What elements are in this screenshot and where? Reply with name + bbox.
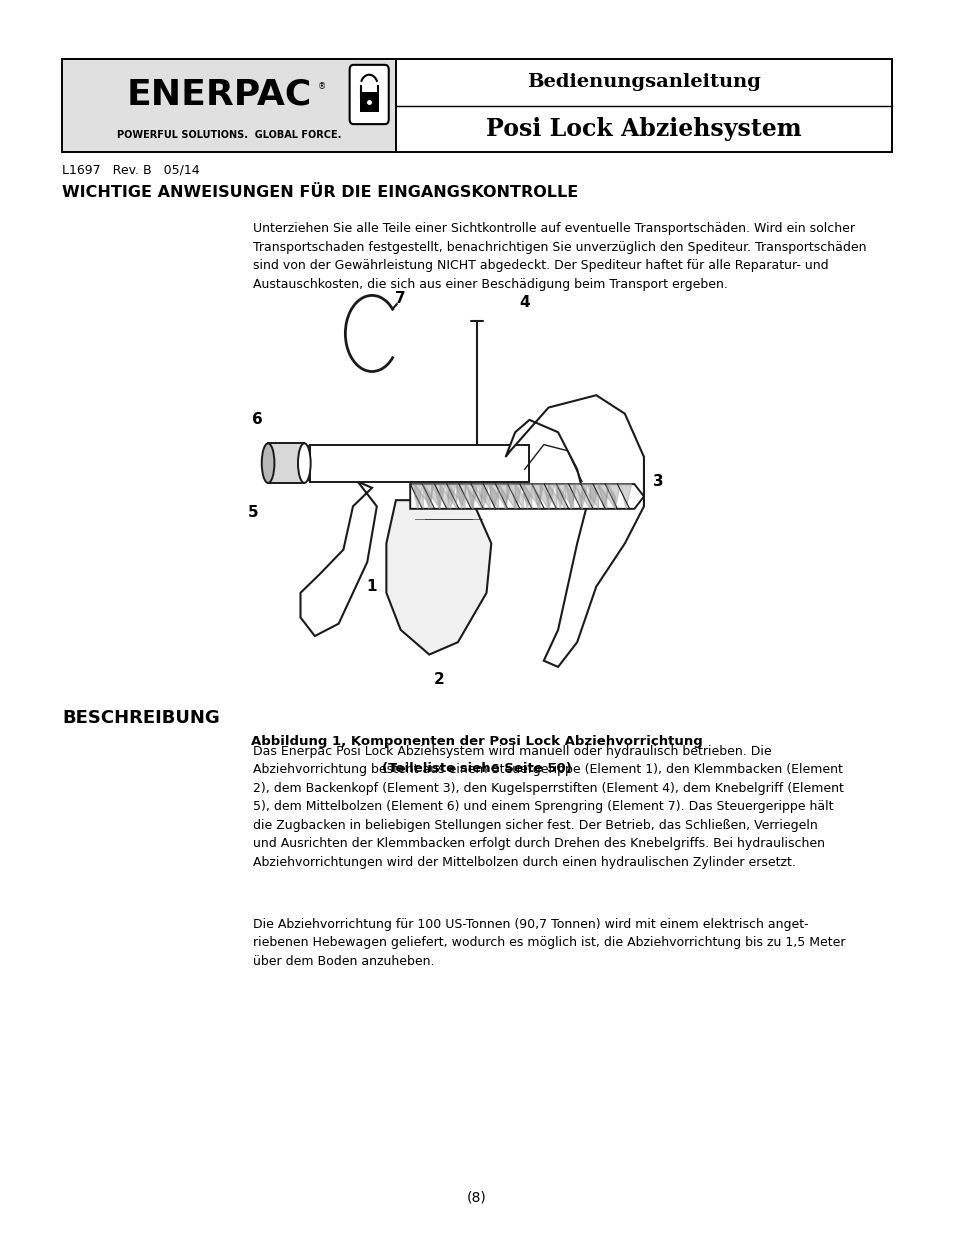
Text: Abbildung 1, Komponenten der Posi Lock Abziehvorrichtung: Abbildung 1, Komponenten der Posi Lock A… (251, 735, 702, 748)
Polygon shape (521, 484, 532, 509)
Polygon shape (439, 484, 448, 509)
Polygon shape (531, 484, 539, 509)
Polygon shape (620, 484, 631, 509)
Polygon shape (532, 484, 543, 509)
Polygon shape (490, 484, 498, 509)
Bar (62, 59, 395, 152)
Polygon shape (448, 484, 456, 509)
Polygon shape (539, 484, 548, 509)
Polygon shape (587, 484, 598, 509)
Polygon shape (456, 484, 464, 509)
Polygon shape (598, 484, 609, 509)
Polygon shape (557, 484, 564, 509)
Polygon shape (511, 484, 521, 509)
Text: 7: 7 (395, 291, 406, 306)
Polygon shape (548, 484, 557, 509)
Text: Posi Lock Abziehsystem: Posi Lock Abziehsystem (486, 117, 801, 141)
Bar (395, 59, 891, 152)
Text: ENERPAC: ENERPAC (127, 78, 312, 111)
Text: ®: ® (317, 83, 326, 91)
Text: 1: 1 (366, 579, 377, 594)
Polygon shape (410, 484, 643, 509)
Ellipse shape (261, 443, 274, 483)
Polygon shape (464, 484, 473, 509)
Polygon shape (488, 484, 499, 509)
Text: 2: 2 (433, 672, 444, 687)
Text: 6: 6 (252, 412, 263, 427)
Polygon shape (423, 484, 431, 509)
Polygon shape (598, 484, 606, 509)
Polygon shape (506, 484, 515, 509)
Text: Bedienungsanleitung: Bedienungsanleitung (526, 73, 760, 91)
Polygon shape (565, 484, 576, 509)
Polygon shape (431, 484, 439, 509)
Polygon shape (412, 484, 422, 509)
Polygon shape (456, 484, 467, 509)
Text: BESCHREIBUNG: BESCHREIBUNG (62, 709, 219, 727)
Polygon shape (581, 484, 590, 509)
Text: Das Enerpac Posi Lock Abziehsystem wird manuell oder hydraulisch betrieben. Die
: Das Enerpac Posi Lock Abziehsystem wird … (253, 745, 842, 868)
Polygon shape (590, 484, 598, 509)
Text: 4: 4 (518, 295, 530, 310)
Polygon shape (477, 484, 488, 509)
Polygon shape (434, 484, 444, 509)
Text: L1697   Rev. B   05/14: L1697 Rev. B 05/14 (62, 163, 199, 177)
Polygon shape (609, 484, 619, 509)
FancyBboxPatch shape (349, 65, 388, 125)
Polygon shape (573, 484, 581, 509)
Polygon shape (467, 484, 477, 509)
Polygon shape (523, 484, 532, 509)
Polygon shape (422, 484, 434, 509)
Polygon shape (515, 484, 523, 509)
Polygon shape (415, 484, 423, 509)
Polygon shape (543, 484, 555, 509)
Text: 3: 3 (652, 474, 663, 489)
Polygon shape (499, 484, 511, 509)
Text: (8): (8) (467, 1191, 486, 1205)
Polygon shape (606, 484, 615, 509)
Polygon shape (310, 445, 529, 482)
Ellipse shape (297, 443, 311, 483)
Bar (359, 93, 378, 112)
Text: 5: 5 (247, 505, 258, 520)
Polygon shape (473, 484, 481, 509)
Polygon shape (268, 443, 304, 483)
Polygon shape (386, 500, 491, 655)
Text: WICHTIGE ANWEISUNGEN FÜR DIE EINGANGSKONTROLLE: WICHTIGE ANWEISUNGEN FÜR DIE EINGANGSKON… (62, 185, 578, 200)
Polygon shape (481, 484, 490, 509)
Text: Unterziehen Sie alle Teile einer Sichtkontrolle auf eventuelle Transportschäden.: Unterziehen Sie alle Teile einer Sichtko… (253, 222, 865, 290)
Polygon shape (300, 482, 376, 636)
Text: Die Abziehvorrichtung für 100 US-Tonnen (90,7 Tonnen) wird mit einem elektrisch : Die Abziehvorrichtung für 100 US-Tonnen … (253, 918, 844, 967)
Polygon shape (555, 484, 565, 509)
Polygon shape (497, 484, 506, 509)
Polygon shape (505, 395, 643, 667)
Text: (Teileliste siehe Seite 50): (Teileliste siehe Seite 50) (381, 762, 572, 776)
Polygon shape (444, 484, 456, 509)
Polygon shape (576, 484, 587, 509)
Text: POWERFUL SOLUTIONS.  GLOBAL FORCE.: POWERFUL SOLUTIONS. GLOBAL FORCE. (116, 130, 341, 141)
Polygon shape (564, 484, 573, 509)
